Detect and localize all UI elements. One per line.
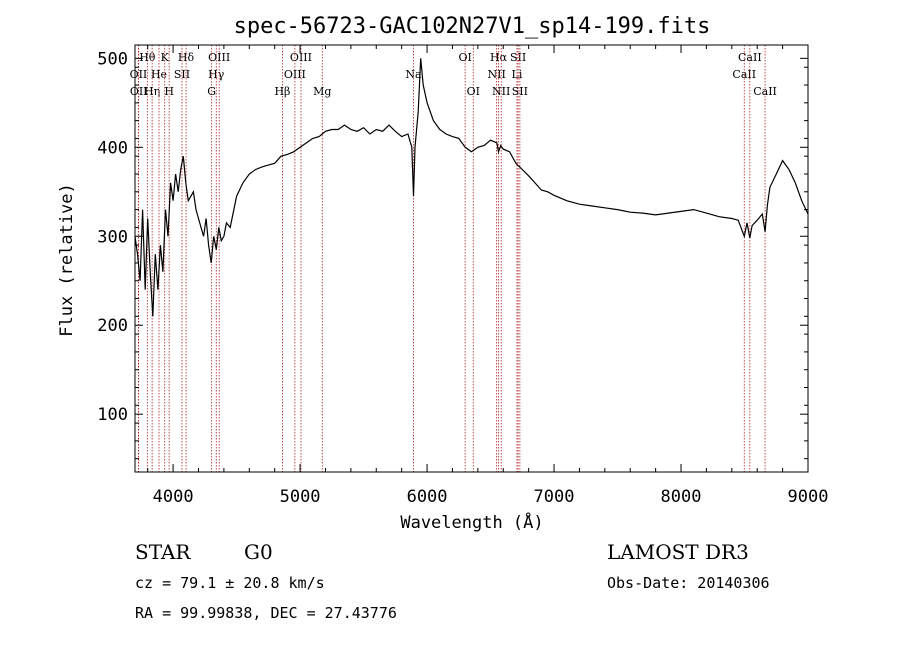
spectral-line-label: OI — [467, 85, 480, 98]
y-tick-label: 500 — [97, 49, 128, 69]
x-tick-label: 9000 — [788, 487, 829, 507]
x-tick-label: 8000 — [661, 487, 702, 507]
x-tick-label: 5000 — [280, 487, 321, 507]
spectral-line-label: Hθ — [139, 51, 156, 64]
spectral-line-label: OII — [130, 85, 148, 98]
ra-dec-coordinates: RA = 99.99838, DEC = 27.43776 — [135, 604, 397, 622]
y-tick-label: 200 — [97, 316, 128, 336]
spectral-line-label: NII — [492, 85, 510, 98]
spectral-line-label: Na — [405, 68, 422, 81]
spectral-line-label: OIII — [290, 51, 312, 64]
spectral-line-label: OIII — [208, 51, 230, 64]
y-tick-label: 100 — [97, 405, 128, 425]
plot-frame — [134, 44, 809, 473]
spectral-line-label: Hγ — [208, 68, 225, 81]
spectral-line-label: Hβ — [274, 85, 290, 98]
spectral-line-label: OII — [130, 68, 148, 81]
y-axis-ticks: 100 200 300 400 500 — [97, 49, 808, 460]
y-axis-label: Flux (relative) — [57, 183, 77, 337]
spectral-line-label: OIII — [284, 68, 306, 81]
spectral-line-markers: Hθ Hη He K H OII OII SII Hδ G Hγ OIII Hβ OIII OIII Mg Na… — [130, 45, 777, 472]
spectral-line-label: CaII — [738, 51, 762, 64]
x-tick-label: 4000 — [153, 487, 194, 507]
survey-name: LAMOST DR3 — [607, 540, 749, 564]
spectral-line-label: G — [207, 85, 216, 98]
y-tick-label: 400 — [97, 138, 128, 158]
spectral-line-label: CaII — [753, 85, 777, 98]
spectral-line-label: Li — [512, 68, 523, 81]
spectral-line-label: H — [164, 85, 174, 98]
spectral-line-label: OI — [458, 51, 471, 64]
spectral-line-label: K — [161, 51, 170, 64]
y-tick-label: 300 — [97, 227, 128, 247]
spectral-line-label: SII — [512, 85, 528, 98]
observation-date: Obs-Date: 20140306 — [607, 574, 770, 592]
spectral-line-label: Hδ — [178, 51, 195, 64]
x-axis-ticks: 4000 5000 6000 7000 8000 9000 — [147, 45, 829, 507]
spectrum-series-line — [134, 58, 809, 317]
spectral-line-label: CaII — [732, 68, 756, 81]
redshift-cz: cz = 79.1 ± 20.8 km/s — [135, 574, 325, 592]
spectral-line-label: Mg — [313, 85, 331, 98]
spectral-line-label: SII — [510, 51, 526, 64]
x-tick-label: 7000 — [534, 487, 575, 507]
spectral-line-label: He — [151, 68, 167, 81]
x-axis-label: Wavelength (Å) — [400, 511, 543, 533]
chart-title: spec-56723-GAC102N27V1_sp14-199.fits — [234, 14, 711, 39]
spectral-line-label: NII — [487, 68, 505, 81]
spectral-line-label: Hα — [490, 51, 508, 64]
x-tick-label: 6000 — [407, 487, 448, 507]
object-subclass: G0 — [244, 540, 273, 564]
spectral-line-label: SII — [174, 68, 190, 81]
object-class: STAR — [135, 540, 191, 564]
spectral-line-label: Hη — [144, 85, 160, 98]
